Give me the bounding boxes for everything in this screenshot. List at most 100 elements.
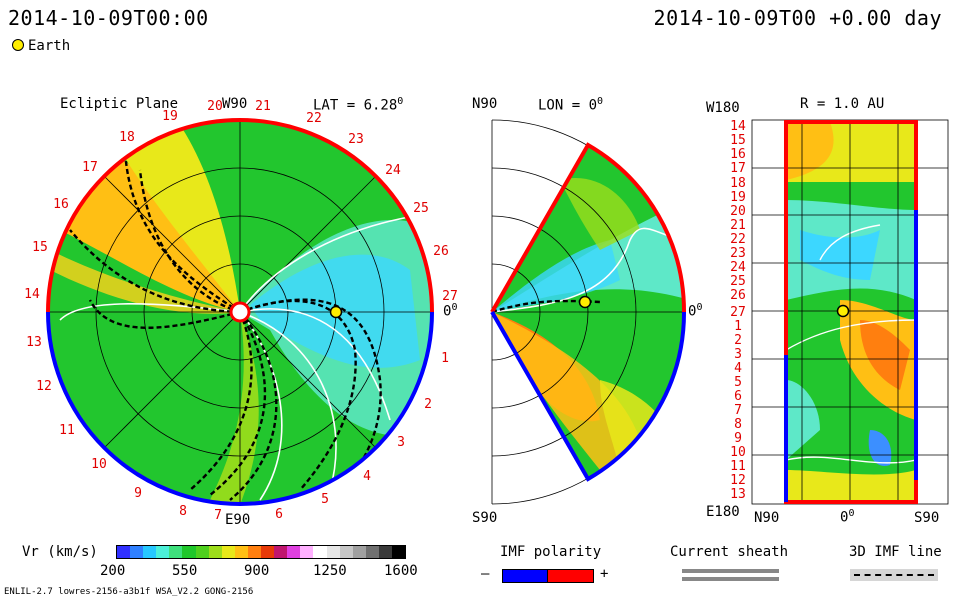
row-label: 6 xyxy=(734,389,742,404)
sector-label: 10 xyxy=(91,457,107,472)
sector-label: 15 xyxy=(32,240,48,255)
sector-label: 16 xyxy=(53,197,69,212)
row-label: 14 xyxy=(730,119,746,134)
row-label: 5 xyxy=(734,375,742,390)
row-label: 26 xyxy=(730,288,746,303)
current-sheath-label: Current sheath xyxy=(670,544,789,560)
sun-marker xyxy=(229,301,251,323)
colorbar-swatch xyxy=(274,546,288,558)
colorbar xyxy=(116,545,406,559)
ecliptic-sector-labels: 1 2 3 4 5 6 7 8 9 10 11 12 13 14 15 16 1… xyxy=(24,99,458,523)
sector-label: 8 xyxy=(179,504,187,519)
sector-label: 18 xyxy=(119,130,135,145)
row-label: 1 xyxy=(734,319,742,334)
row-label: 25 xyxy=(730,274,746,289)
imf-plus: + xyxy=(600,566,609,582)
ecliptic-top-label: W90 xyxy=(222,96,248,112)
radial-top-left: W180 xyxy=(706,100,740,116)
current-sheath-line-2 xyxy=(682,577,779,581)
colorbar-swatch xyxy=(378,546,392,558)
meridional-top-left: N90 xyxy=(472,96,498,112)
ecliptic-bottom-label: E90 xyxy=(225,512,251,528)
ecliptic-title: Ecliptic Plane xyxy=(60,96,179,112)
colorbar-tick: 200 xyxy=(100,563,126,579)
colorbar-swatch xyxy=(261,546,275,558)
row-label: 18 xyxy=(730,176,746,191)
sector-label: 23 xyxy=(348,132,364,147)
imf-polarity-label: IMF polarity xyxy=(500,544,602,560)
colorbar-swatch xyxy=(156,546,170,558)
colorbar-swatch xyxy=(221,546,235,558)
radial-grid xyxy=(751,119,949,505)
imf-negative-swatch xyxy=(502,569,548,583)
ecliptic-lat-label: LAT = 6.280 xyxy=(313,96,404,114)
colorbar-swatch xyxy=(365,546,379,558)
sector-label: 2 xyxy=(424,397,432,412)
sector-label: 24 xyxy=(385,163,401,178)
timestamp-left: 2014-10-09T00:00 xyxy=(8,6,209,30)
earth-marker-ecliptic xyxy=(329,305,343,319)
row-label: 10 xyxy=(730,445,746,460)
colorbar-swatch xyxy=(169,546,183,558)
colorbar-swatch xyxy=(313,546,327,558)
radial-speed-field xyxy=(786,122,916,502)
row-label: 8 xyxy=(734,417,742,432)
earth-legend: Earth xyxy=(12,38,70,54)
ecliptic-boundary-negative xyxy=(46,311,434,506)
sector-label: 17 xyxy=(82,160,98,175)
meridional-lon-label: LON = 00 xyxy=(538,96,604,114)
row-label: 16 xyxy=(730,147,746,162)
colorbar-swatch xyxy=(195,546,209,558)
sector-label: 5 xyxy=(321,492,329,507)
radial-bottom-left: E180 xyxy=(706,504,740,520)
row-label: 11 xyxy=(730,459,746,474)
row-label: 2 xyxy=(734,333,742,348)
meridional-right-label: 00 xyxy=(688,302,703,320)
sector-label: 11 xyxy=(59,423,75,438)
colorbar-swatch xyxy=(339,546,353,558)
ecliptic-boundary-positive xyxy=(46,118,434,313)
colorbar-swatch xyxy=(234,546,248,558)
colorbar-tick: 550 xyxy=(172,563,198,579)
sector-label: 9 xyxy=(134,486,142,501)
row-label: 27 xyxy=(730,305,746,320)
row-label: 3 xyxy=(734,347,742,362)
colorbar-swatch xyxy=(391,546,406,558)
imf-minus: – xyxy=(481,566,490,582)
row-label: 17 xyxy=(730,161,746,176)
sector-label: 7 xyxy=(214,508,222,523)
row-label: 23 xyxy=(730,246,746,261)
row-label: 15 xyxy=(730,133,746,148)
colorbar-swatch xyxy=(143,546,157,558)
row-label: 12 xyxy=(730,473,746,488)
colorbar-swatch xyxy=(182,546,196,558)
imf-positive-swatch xyxy=(547,569,594,583)
sector-label: 6 xyxy=(275,507,283,522)
earth-marker-radial xyxy=(836,304,850,318)
sector-label: 13 xyxy=(26,335,42,350)
sector-label: 27 xyxy=(442,289,458,304)
sector-label: 20 xyxy=(207,99,223,114)
sector-label: 12 xyxy=(36,379,52,394)
radial-x-right: S90 xyxy=(914,510,940,526)
colorbar-swatch xyxy=(352,546,366,558)
colorbar-swatch xyxy=(326,546,340,558)
sector-label: 14 xyxy=(24,287,40,302)
row-label: 21 xyxy=(730,218,746,233)
model-info: ENLIL-2.7 lowres-2156-a3b1f WSA_V2.2 GON… xyxy=(4,587,254,597)
sector-label: 4 xyxy=(363,469,371,484)
colorbar-swatch xyxy=(208,546,222,558)
radial-r-label: R = 1.0 AU xyxy=(800,96,885,112)
colorbar-swatch xyxy=(247,546,262,558)
row-label: 4 xyxy=(734,361,742,376)
colorbar-swatch xyxy=(117,546,131,558)
timestamp-right: 2014-10-09T00 +0.00 day xyxy=(653,6,942,30)
sector-label: 3 xyxy=(397,435,405,450)
sector-label: 21 xyxy=(255,99,271,114)
earth-legend-label: Earth xyxy=(28,38,71,54)
meridional-bottom-left: S90 xyxy=(472,510,498,526)
imf-line-label: 3D IMF line xyxy=(849,544,942,560)
meridional-speed-field xyxy=(492,145,686,479)
row-label: 24 xyxy=(730,260,746,275)
